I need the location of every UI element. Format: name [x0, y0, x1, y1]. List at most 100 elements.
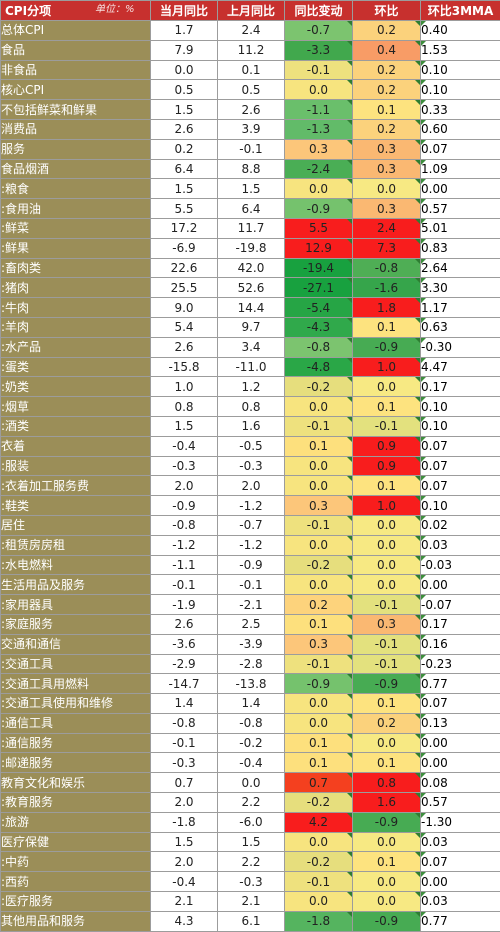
mom-3mma-cell: 0.00 — [421, 575, 500, 595]
category-cell: :教育服务 — [1, 793, 151, 813]
yoy-change-cell: 0.0 — [285, 80, 353, 100]
previous-yoy-cell: -0.7 — [218, 515, 285, 535]
mom-cell: 7.3 — [353, 238, 421, 258]
category-cell: :鲜菜 — [1, 218, 151, 238]
current-yoy-cell: 5.4 — [151, 317, 218, 337]
mom-cell: 0.2 — [353, 80, 421, 100]
mom-cell: -0.1 — [353, 416, 421, 436]
yoy-change-cell: -3.3 — [285, 40, 353, 60]
category-cell: :水电燃料 — [1, 555, 151, 575]
mom-cell: 0.2 — [353, 60, 421, 80]
category-cell: :猪肉 — [1, 278, 151, 298]
current-yoy-cell: 1.5 — [151, 100, 218, 120]
category-cell: :鞋类 — [1, 496, 151, 516]
header-category: CPI分项 单位：% — [1, 1, 151, 21]
current-yoy-cell: -6.9 — [151, 238, 218, 258]
category-cell: 教育文化和娱乐 — [1, 773, 151, 793]
mom-cell: -0.1 — [353, 654, 421, 674]
category-cell: 交通和通信 — [1, 634, 151, 654]
mom-cell: -0.9 — [353, 812, 421, 832]
mom-cell: 0.9 — [353, 456, 421, 476]
mom-3mma-cell: -1.30 — [421, 812, 500, 832]
category-cell: :粮食 — [1, 179, 151, 199]
current-yoy-cell: 2.0 — [151, 852, 218, 872]
yoy-change-cell: 0.0 — [285, 179, 353, 199]
current-yoy-cell: -1.9 — [151, 595, 218, 615]
previous-yoy-cell: -3.9 — [218, 634, 285, 654]
yoy-change-cell: 0.3 — [285, 634, 353, 654]
mom-3mma-cell: 0.13 — [421, 713, 500, 733]
previous-yoy-cell: 11.7 — [218, 218, 285, 238]
previous-yoy-cell: 9.7 — [218, 317, 285, 337]
mom-3mma-cell: 0.16 — [421, 634, 500, 654]
header-current-yoy: 当月同比 — [151, 1, 218, 21]
previous-yoy-cell: 2.4 — [218, 21, 285, 41]
header-unit-label: 单位：% — [95, 1, 135, 19]
category-cell: :食用油 — [1, 199, 151, 219]
yoy-change-cell: 0.0 — [285, 832, 353, 852]
mom-cell: -0.1 — [353, 634, 421, 654]
current-yoy-cell: 4.3 — [151, 911, 218, 931]
current-yoy-cell: 2.1 — [151, 892, 218, 912]
mom-3mma-cell: 0.07 — [421, 694, 500, 714]
category-cell: 总体CPI — [1, 21, 151, 41]
previous-yoy-cell: -2.8 — [218, 654, 285, 674]
mom-3mma-cell: 1.17 — [421, 298, 500, 318]
mom-cell: -0.9 — [353, 911, 421, 931]
category-cell: :交通工具使用和维修 — [1, 694, 151, 714]
previous-yoy-cell: 0.0 — [218, 773, 285, 793]
current-yoy-cell: 2.6 — [151, 337, 218, 357]
category-cell: :鲜果 — [1, 238, 151, 258]
mom-3mma-cell: 0.83 — [421, 238, 500, 258]
mom-3mma-cell: -0.07 — [421, 595, 500, 615]
yoy-change-cell: -0.9 — [285, 199, 353, 219]
mom-cell: 0.0 — [353, 179, 421, 199]
yoy-change-cell: -1.3 — [285, 119, 353, 139]
current-yoy-cell: -1.8 — [151, 812, 218, 832]
mom-cell: 0.0 — [353, 872, 421, 892]
yoy-change-cell: 0.0 — [285, 456, 353, 476]
mom-3mma-cell: 0.40 — [421, 21, 500, 41]
category-cell: :水产品 — [1, 337, 151, 357]
mom-cell: -1.6 — [353, 278, 421, 298]
category-cell: 不包括鲜菜和鲜果 — [1, 100, 151, 120]
yoy-change-cell: 0.1 — [285, 733, 353, 753]
mom-3mma-cell: 0.00 — [421, 733, 500, 753]
mom-cell: -0.9 — [353, 337, 421, 357]
current-yoy-cell: 2.6 — [151, 614, 218, 634]
yoy-change-cell: -0.1 — [285, 654, 353, 674]
mom-cell: 0.0 — [353, 575, 421, 595]
mom-3mma-cell: 0.57 — [421, 793, 500, 813]
current-yoy-cell: 6.4 — [151, 159, 218, 179]
mom-3mma-cell: -0.30 — [421, 337, 500, 357]
mom-cell: 0.1 — [353, 100, 421, 120]
current-yoy-cell: 2.6 — [151, 119, 218, 139]
previous-yoy-cell: 6.4 — [218, 199, 285, 219]
current-yoy-cell: 0.8 — [151, 397, 218, 417]
mom-cell: 0.3 — [353, 614, 421, 634]
yoy-change-cell: -0.2 — [285, 852, 353, 872]
previous-yoy-cell: -0.5 — [218, 436, 285, 456]
mom-3mma-cell: 2.64 — [421, 258, 500, 278]
mom-cell: 1.0 — [353, 357, 421, 377]
mom-3mma-cell: 3.30 — [421, 278, 500, 298]
category-cell: :蛋类 — [1, 357, 151, 377]
previous-yoy-cell: 1.4 — [218, 694, 285, 714]
current-yoy-cell: 17.2 — [151, 218, 218, 238]
yoy-change-cell: -0.1 — [285, 515, 353, 535]
previous-yoy-cell: 0.8 — [218, 397, 285, 417]
mom-cell: 0.0 — [353, 892, 421, 912]
current-yoy-cell: -0.4 — [151, 436, 218, 456]
current-yoy-cell: 0.5 — [151, 80, 218, 100]
